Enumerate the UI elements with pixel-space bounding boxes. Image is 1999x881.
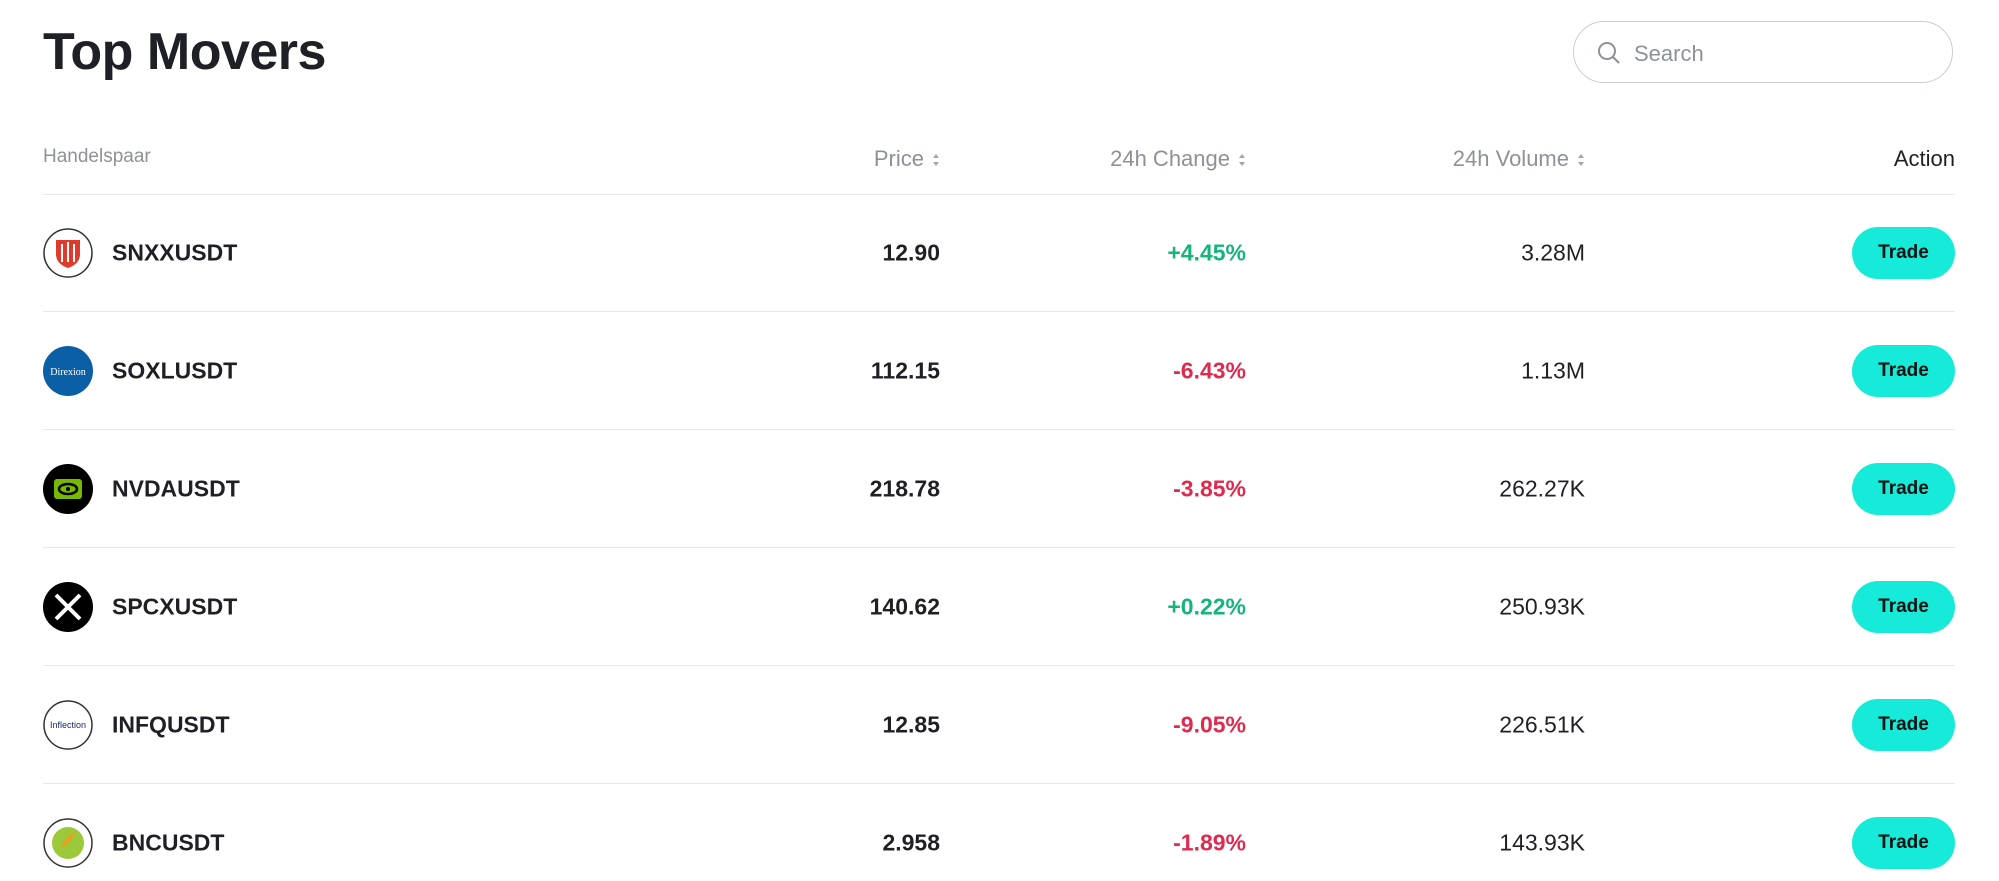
pair-name[interactable]: SPCXUSDT: [112, 593, 238, 620]
change: -3.85%: [1173, 475, 1246, 502]
divider: [43, 665, 1955, 666]
price: 112.15: [870, 357, 940, 384]
page-title: Top Movers: [43, 23, 326, 81]
pair-name[interactable]: INFQUSDT: [112, 711, 230, 738]
sort-icon: [933, 154, 939, 167]
logo-icon: [43, 464, 93, 514]
column-header[interactable]: Price: [874, 146, 940, 172]
volume: 226.51K: [1499, 711, 1585, 738]
search-icon: [1598, 42, 1620, 64]
volume: 262.27K: [1499, 475, 1585, 502]
column-label: 24h Volume: [1452, 146, 1569, 171]
divider: [43, 783, 1955, 784]
search-box[interactable]: Search: [1573, 21, 1953, 83]
divider: [43, 311, 1955, 312]
sort-icon: [1239, 154, 1245, 167]
pair-name[interactable]: NVDAUSDT: [112, 475, 240, 502]
coin-logo: [43, 582, 93, 632]
coin-logo: Inflection: [43, 700, 93, 750]
pair-name[interactable]: BNCUSDT: [112, 829, 225, 856]
price: 140.62: [869, 593, 940, 620]
trade-button[interactable]: Trade: [1852, 817, 1955, 869]
volume: 1.13M: [1521, 357, 1585, 384]
volume: 250.93K: [1499, 593, 1585, 620]
volume: 3.28M: [1521, 239, 1585, 266]
coin-logo: [43, 464, 93, 514]
column-header[interactable]: 24h Change: [1110, 146, 1246, 172]
svg-text:Direxion: Direxion: [50, 367, 86, 378]
change: +4.45%: [1167, 239, 1246, 266]
coin-logo: [43, 228, 93, 278]
pair-name[interactable]: SNXXUSDT: [112, 239, 238, 266]
volume: 143.93K: [1499, 829, 1585, 856]
trade-button[interactable]: Trade: [1852, 581, 1955, 633]
change: -9.05%: [1173, 711, 1246, 738]
change: -1.89%: [1173, 829, 1246, 856]
trade-button[interactable]: Trade: [1852, 463, 1955, 515]
column-header: Action: [1894, 146, 1955, 172]
column-label: Action: [1893, 146, 1955, 171]
logo-icon: [43, 818, 93, 868]
column-header: Handelspaar: [43, 146, 151, 168]
pair-name[interactable]: SOXLUSDT: [112, 357, 238, 384]
change: -6.43%: [1173, 357, 1246, 384]
svg-text:Inflection: Inflection: [50, 720, 86, 730]
divider: [43, 429, 1955, 430]
divider: [43, 194, 1955, 195]
column-label: Price: [873, 146, 924, 171]
coin-logo: [43, 818, 93, 868]
change: +0.22%: [1167, 593, 1246, 620]
column-label: 24h Change: [1110, 146, 1230, 171]
search-placeholder: Search: [1634, 41, 1704, 66]
logo-icon: [43, 228, 93, 278]
price: 12.90: [882, 239, 940, 266]
price: 218.78: [869, 475, 940, 502]
trade-button[interactable]: Trade: [1852, 345, 1955, 397]
price: 2.958: [882, 829, 940, 856]
price: 12.85: [882, 711, 940, 738]
column-header[interactable]: 24h Volume: [1453, 146, 1585, 172]
sort-icon: [1578, 154, 1584, 167]
column-label: Handelspaar: [43, 146, 151, 167]
divider: [43, 547, 1955, 548]
logo-icon: Direxion: [43, 346, 93, 396]
coin-logo: Direxion: [43, 346, 93, 396]
trade-button[interactable]: Trade: [1852, 699, 1955, 751]
logo-icon: Inflection: [43, 700, 93, 750]
trade-button[interactable]: Trade: [1852, 227, 1955, 279]
logo-icon: [43, 582, 93, 632]
